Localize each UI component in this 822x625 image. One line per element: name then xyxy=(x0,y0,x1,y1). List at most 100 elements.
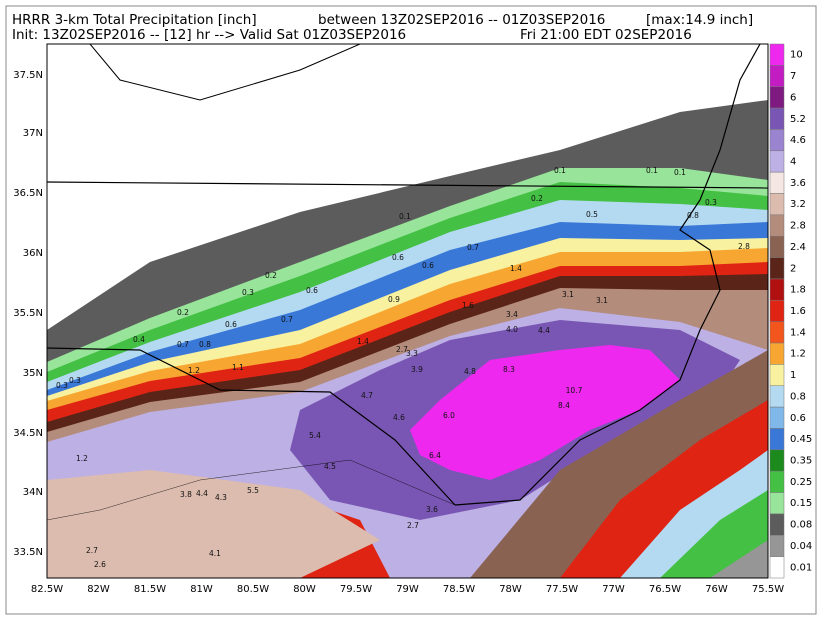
map-value-label: 1.2 xyxy=(76,454,88,463)
map-value-label: 5.5 xyxy=(247,486,259,495)
map: 0.1 0.1 0.1 0.2 0.5 0.8 0.3 0.1 0.6 0.6 0.7 1.4 2.8 0… xyxy=(47,44,768,578)
colorbar-label: 4.6 xyxy=(790,135,806,146)
map-value-label: 4.3 xyxy=(215,493,227,502)
colorbar-swatch xyxy=(769,107,785,130)
map-value-label: 4.6 xyxy=(393,413,405,422)
map-value-label: 1.4 xyxy=(510,264,522,273)
map-value-label: 3.1 xyxy=(562,290,574,299)
map-border xyxy=(46,43,769,579)
colorbar-label: 1.2 xyxy=(790,349,806,360)
lon-label: 80W xyxy=(293,584,316,595)
colorbar-label: 6 xyxy=(790,92,796,103)
map-value-label: 4.5 xyxy=(324,462,336,471)
colorbar-label: 0.6 xyxy=(790,413,806,424)
lon-label: 78W xyxy=(499,584,522,595)
map-value-label: 2.6 xyxy=(94,560,106,569)
map-value-label: 0.2 xyxy=(531,194,543,203)
map-value-label: 8.3 xyxy=(503,365,515,374)
map-value-label: 3.9 xyxy=(411,365,423,374)
map-value-label: 1.2 xyxy=(188,366,200,375)
lon-label: 77W xyxy=(602,584,625,595)
colorbar-swatch xyxy=(769,278,785,301)
map-value-label: 0.2 xyxy=(177,308,189,317)
state-border xyxy=(47,181,768,189)
map-value-label: 0.4 xyxy=(133,335,145,344)
lon-label: 79W xyxy=(396,584,419,595)
header-text: HRRR 3-km Total Precipitation [inch] xyxy=(12,12,257,28)
header-text: Fri 21:00 EDT 02SEP2016 xyxy=(520,27,692,43)
map-value-label: 0.5 xyxy=(586,210,598,219)
lon-label: 82W xyxy=(87,584,110,595)
map-value-label: 0.9 xyxy=(388,295,400,304)
colorbar-swatch xyxy=(769,513,785,536)
precip-band xyxy=(47,470,380,578)
map-value-label: 4.0 xyxy=(506,325,518,334)
lat-label: 34.5N xyxy=(13,428,43,439)
colorbar-swatch xyxy=(769,193,785,216)
colorbar-label: 0.04 xyxy=(790,541,812,552)
colorbar-swatch xyxy=(769,129,785,152)
colorbar-label: 4 xyxy=(790,156,796,167)
map-value-label: 0.8 xyxy=(687,211,699,220)
colorbar-swatch xyxy=(769,214,785,237)
colorbar-label: 0.35 xyxy=(790,456,812,467)
map-value-label: 0.7 xyxy=(467,243,479,252)
colorbar-label: 1.8 xyxy=(790,285,806,296)
map-value-label: 0.1 xyxy=(399,212,411,221)
colorbar-label: 3.6 xyxy=(790,178,806,189)
precip-band xyxy=(410,345,680,480)
colorbar-swatch xyxy=(769,406,785,429)
lat-label: 33.5N xyxy=(13,547,43,558)
map-value-label: 0.6 xyxy=(225,320,237,329)
map-value-label: 1.1 xyxy=(232,363,244,372)
map-value-label: 0.3 xyxy=(69,376,81,385)
colorbar-label: 7 xyxy=(790,71,796,82)
map-value-label: 3.6 xyxy=(426,505,438,514)
county-lines xyxy=(47,459,456,521)
map-value-label: 0.1 xyxy=(674,168,686,177)
map-value-label: 3.3 xyxy=(406,349,418,358)
colorbar-swatch xyxy=(769,428,785,451)
colorbar-label: 2.4 xyxy=(790,242,806,253)
state-border xyxy=(47,347,456,506)
colorbar-swatch xyxy=(769,556,785,579)
map-value-label: 5.4 xyxy=(309,431,321,440)
colorbar-swatch xyxy=(769,171,785,194)
lon-label: 81.5W xyxy=(134,584,166,595)
map-value-label: 2.7 xyxy=(396,345,408,354)
colorbar-label: 2.8 xyxy=(790,221,806,232)
lat-label: 37.5N xyxy=(13,70,43,81)
lat-label: 36.5N xyxy=(13,188,43,199)
map-value-label: 4.8 xyxy=(464,367,476,376)
lat-label: 35N xyxy=(23,368,43,379)
colorbar-swatch xyxy=(769,535,785,557)
colorbar-label: 0.15 xyxy=(790,498,812,509)
coastline xyxy=(454,44,761,506)
lat-label: 37N xyxy=(23,128,43,139)
lon-label: 77.5W xyxy=(546,584,578,595)
lat-label: 35.5N xyxy=(13,308,43,319)
lon-label: 76.5W xyxy=(649,584,681,595)
map-value-label: 6.0 xyxy=(443,411,455,420)
map-value-label: 4.7 xyxy=(361,391,373,400)
lon-label: 79.5W xyxy=(340,584,372,595)
colorbar-label: 1.6 xyxy=(790,306,806,317)
state-border xyxy=(89,44,361,101)
lon-label: 78.5W xyxy=(443,584,475,595)
colorbar-label: 10 xyxy=(790,50,803,61)
map-value-label: 0.2 xyxy=(265,271,277,280)
colorbar-swatch xyxy=(769,257,785,280)
map-value-label: 6.4 xyxy=(429,451,441,460)
colorbar-label: 5.2 xyxy=(790,114,806,125)
map-value-label: 3.1 xyxy=(596,296,608,305)
lon-label: 81W xyxy=(190,584,213,595)
lon-label: 82.5W xyxy=(31,584,63,595)
colorbar-label: 1 xyxy=(790,370,796,381)
map-value-label: 4.1 xyxy=(209,549,221,558)
colorbar-label: 0.25 xyxy=(790,477,812,488)
map-value-label: 0.6 xyxy=(306,286,318,295)
map-value-label: 1.6 xyxy=(462,301,474,310)
map-value-label: 0.1 xyxy=(646,166,658,175)
colorbar-swatch xyxy=(769,321,785,344)
